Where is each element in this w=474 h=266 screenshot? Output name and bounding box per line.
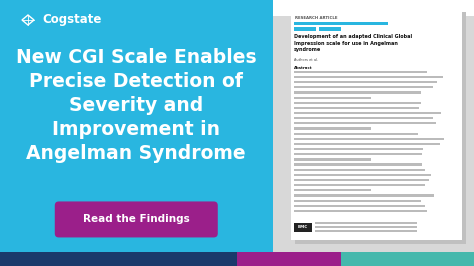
Bar <box>293 223 311 232</box>
Bar <box>293 107 419 109</box>
Bar <box>293 184 425 186</box>
Bar <box>293 200 421 202</box>
Bar <box>293 189 371 192</box>
Text: RESEARCH ARTICLE: RESEARCH ARTICLE <box>294 16 337 20</box>
Bar <box>273 0 474 266</box>
Bar <box>237 252 341 266</box>
Bar <box>341 252 474 266</box>
Bar <box>293 205 425 207</box>
Bar <box>293 76 443 78</box>
Bar <box>293 27 316 31</box>
Bar <box>293 138 444 140</box>
Text: Cogstate: Cogstate <box>42 14 101 27</box>
Bar <box>293 86 433 88</box>
Bar <box>293 158 371 160</box>
Bar <box>293 194 434 197</box>
Bar <box>315 222 418 224</box>
Bar <box>293 127 371 130</box>
Bar <box>293 92 421 94</box>
Bar <box>293 210 427 212</box>
Bar <box>293 102 421 104</box>
Text: Authors et al.: Authors et al. <box>293 58 318 62</box>
Text: New CGI Scale Enables: New CGI Scale Enables <box>16 48 256 67</box>
Text: Precise Detection of: Precise Detection of <box>29 72 243 91</box>
Bar <box>315 226 418 228</box>
Bar <box>319 27 340 31</box>
Bar <box>293 97 371 99</box>
Bar <box>293 22 388 25</box>
Bar <box>293 122 437 124</box>
Text: Improvement in: Improvement in <box>52 120 220 139</box>
Text: Angelman Syndrome: Angelman Syndrome <box>27 144 246 163</box>
Bar <box>293 153 422 155</box>
Bar <box>293 174 431 176</box>
Bar <box>293 112 441 114</box>
Text: Read the Findings: Read the Findings <box>83 214 190 225</box>
Bar <box>293 164 422 166</box>
Bar <box>293 81 437 83</box>
Bar <box>293 169 425 171</box>
Text: Development of an adapted Clinical Global
Impression scale for use in Angelman
s: Development of an adapted Clinical Globa… <box>293 34 412 52</box>
Bar <box>293 143 440 145</box>
Bar <box>293 132 418 135</box>
FancyBboxPatch shape <box>55 201 218 238</box>
Text: Abstract: Abstract <box>293 66 312 70</box>
Bar <box>293 117 434 119</box>
Text: Severity and: Severity and <box>69 96 203 115</box>
Bar <box>315 230 418 232</box>
Bar <box>293 71 427 73</box>
Bar <box>294 12 466 244</box>
Bar <box>291 8 462 240</box>
Text: BMC: BMC <box>297 226 308 230</box>
Bar <box>293 148 423 150</box>
Bar <box>273 0 474 16</box>
Bar <box>0 252 237 266</box>
Bar <box>293 179 429 181</box>
